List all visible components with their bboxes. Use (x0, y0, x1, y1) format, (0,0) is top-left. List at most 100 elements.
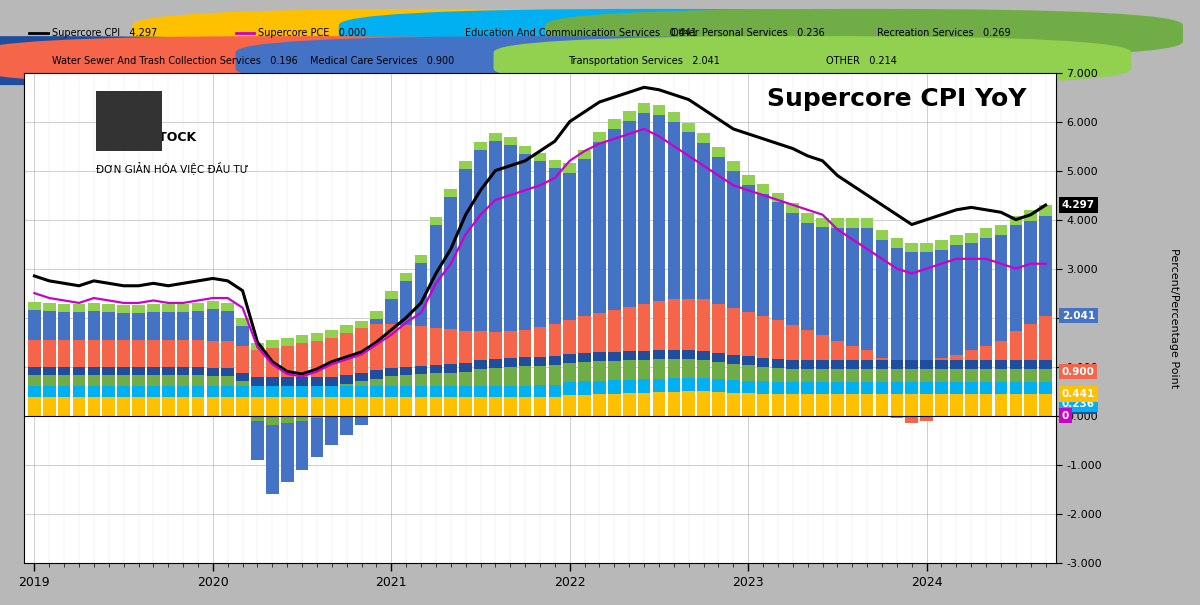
Bar (578, 381, 590, 394)
Bar (683, 350, 695, 359)
Bar (1039, 382, 1052, 394)
Bar (786, 213, 799, 325)
Bar (890, 238, 904, 247)
Bar (58, 339, 71, 367)
Bar (370, 379, 383, 386)
Bar (504, 386, 516, 397)
Bar (28, 397, 41, 416)
Bar (906, 360, 918, 369)
Bar (236, 373, 248, 381)
Bar (935, 360, 948, 369)
Bar (490, 332, 502, 359)
Bar (251, 342, 264, 350)
Bar (444, 197, 457, 329)
Bar (534, 385, 546, 397)
Bar (236, 386, 248, 397)
Bar (415, 365, 427, 374)
Bar (236, 345, 248, 373)
Bar (385, 368, 397, 376)
Bar (876, 360, 888, 369)
Bar (653, 392, 665, 416)
Bar (667, 122, 680, 298)
Bar (370, 386, 383, 397)
Bar (712, 353, 725, 362)
Bar (846, 369, 858, 382)
Bar (950, 394, 962, 416)
Bar (355, 416, 368, 425)
Text: ĐƠN GIẢN HÓA VIỆC ĐẦU TƯ: ĐƠN GIẢN HÓA VIỆC ĐẦU TƯ (96, 161, 248, 174)
Bar (1039, 316, 1052, 359)
Bar (118, 386, 130, 397)
Bar (415, 397, 427, 416)
Bar (206, 376, 220, 386)
Bar (58, 312, 71, 339)
Bar (653, 359, 665, 379)
Bar (772, 203, 785, 320)
Bar (846, 345, 858, 360)
Bar (920, 382, 932, 394)
Bar (832, 394, 844, 416)
Bar (192, 339, 204, 367)
Bar (578, 149, 590, 159)
Bar (876, 231, 888, 240)
Bar (236, 381, 248, 386)
Bar (697, 299, 710, 351)
Bar (474, 397, 487, 416)
Bar (206, 341, 220, 368)
Bar (534, 357, 546, 365)
Bar (311, 418, 323, 457)
Bar (148, 397, 160, 416)
Bar (222, 376, 234, 386)
Bar (504, 145, 516, 331)
Bar (757, 381, 769, 394)
Bar (712, 391, 725, 416)
Bar (73, 386, 85, 397)
Bar (88, 311, 101, 339)
Bar (118, 305, 130, 313)
Bar (251, 386, 264, 397)
Bar (460, 331, 472, 363)
Bar (148, 367, 160, 376)
Bar (920, 243, 932, 252)
Bar (325, 378, 338, 386)
Bar (548, 324, 562, 356)
Bar (935, 240, 948, 250)
Bar (341, 416, 353, 435)
Bar (474, 369, 487, 386)
Bar (534, 327, 546, 357)
Bar (920, 416, 932, 420)
Bar (118, 367, 130, 376)
Bar (623, 393, 636, 416)
Bar (355, 381, 368, 386)
Bar (251, 350, 264, 378)
Bar (148, 304, 160, 312)
Bar (816, 360, 829, 368)
Bar (325, 416, 338, 445)
Bar (1039, 215, 1052, 316)
Bar (430, 328, 443, 365)
Bar (341, 333, 353, 375)
Bar (802, 360, 814, 368)
Bar (593, 361, 606, 381)
Bar (1025, 382, 1037, 394)
Bar (192, 367, 204, 376)
Bar (58, 386, 71, 397)
Bar (162, 376, 174, 386)
Bar (802, 213, 814, 223)
Bar (490, 368, 502, 386)
Bar (355, 397, 368, 416)
Text: Medical Care Services   0.900: Medical Care Services 0.900 (310, 56, 454, 65)
FancyBboxPatch shape (235, 36, 874, 85)
Bar (742, 175, 755, 185)
Bar (816, 382, 829, 394)
Bar (43, 386, 55, 397)
Bar (1025, 369, 1037, 382)
Bar (876, 369, 888, 382)
Bar (325, 397, 338, 416)
Bar (385, 376, 397, 386)
Bar (88, 386, 101, 397)
Bar (28, 376, 41, 386)
Bar (578, 362, 590, 381)
Bar (1039, 369, 1052, 382)
Bar (504, 331, 516, 358)
